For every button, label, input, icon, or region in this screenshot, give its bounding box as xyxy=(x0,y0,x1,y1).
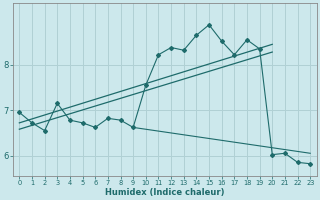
X-axis label: Humidex (Indice chaleur): Humidex (Indice chaleur) xyxy=(105,188,225,197)
